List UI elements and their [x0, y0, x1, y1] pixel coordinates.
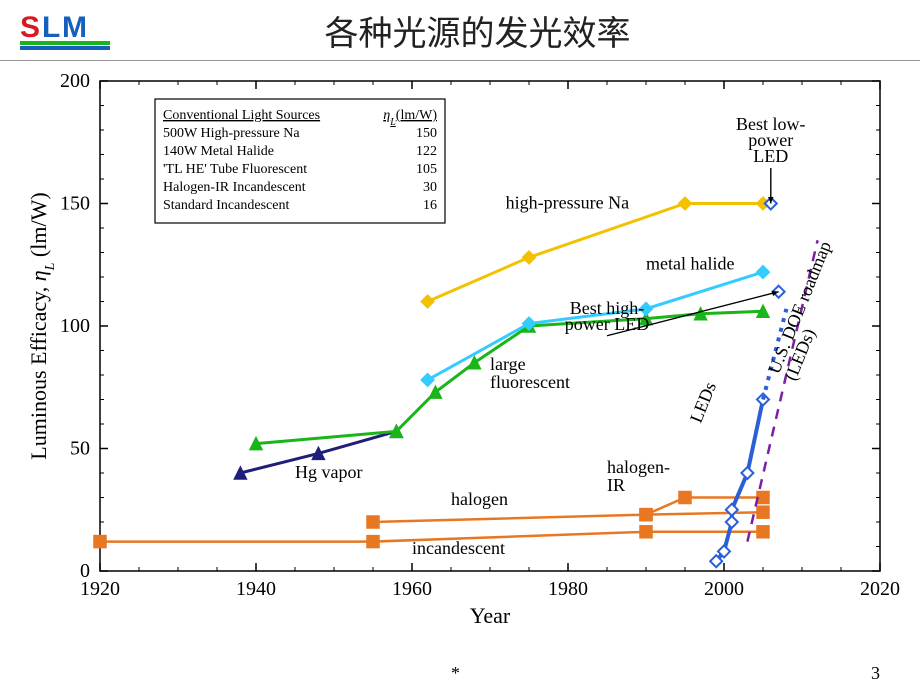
svg-text:500W High-pressure Na: 500W High-pressure Na: [163, 126, 300, 141]
svg-text:100: 100: [60, 315, 90, 337]
chart: 192019401960198020002020050100150200Year…: [20, 71, 900, 631]
svg-text:1980: 1980: [548, 578, 588, 600]
svg-text:power LED: power LED: [565, 314, 649, 334]
svg-text:LED: LED: [753, 146, 788, 166]
logo: S L M: [20, 9, 115, 51]
footer-center: *: [40, 663, 460, 684]
svg-text:0: 0: [80, 560, 90, 582]
svg-text:50: 50: [70, 438, 90, 460]
svg-text:30: 30: [423, 180, 437, 195]
svg-text:high-pressure Na: high-pressure Na: [506, 192, 629, 212]
svg-text:2020: 2020: [860, 578, 900, 600]
svg-text:M: M: [62, 11, 87, 44]
svg-text:150: 150: [416, 126, 437, 141]
svg-text:incandescent: incandescent: [412, 538, 505, 558]
svg-text:1940: 1940: [236, 578, 276, 600]
svg-text:200: 200: [60, 71, 90, 92]
svg-text:16: 16: [423, 198, 437, 213]
svg-text:'TL HE' Tube Fluorescent: 'TL HE' Tube Fluorescent: [163, 162, 307, 177]
svg-text:Year: Year: [470, 603, 511, 628]
svg-text:fluorescent: fluorescent: [490, 372, 570, 392]
svg-text:Luminous Efficacy, ηL (lm/W): Luminous Efficacy, ηL (lm/W): [26, 192, 58, 459]
svg-text:140W Metal Halide: 140W Metal Halide: [163, 144, 274, 159]
svg-text:Standard Incandescent: Standard Incandescent: [163, 198, 289, 213]
svg-text:halogen-: halogen-: [607, 457, 670, 477]
svg-text:metal halide: metal halide: [646, 254, 734, 274]
svg-text:halogen: halogen: [451, 489, 508, 509]
svg-text:Conventional Light Sources: Conventional Light Sources: [163, 108, 320, 123]
svg-text:122: 122: [416, 144, 437, 159]
svg-text:2000: 2000: [704, 578, 744, 600]
svg-text:large: large: [490, 354, 526, 374]
header: S L M 各种光源的发光效率: [0, 0, 920, 61]
svg-text:1960: 1960: [392, 578, 432, 600]
svg-text:Halogen-IR Incandescent: Halogen-IR Incandescent: [163, 180, 306, 195]
svg-text:150: 150: [60, 193, 90, 215]
page-number: 3: [871, 663, 880, 684]
svg-text:S: S: [20, 11, 40, 44]
footer: * 3: [0, 663, 920, 684]
svg-text:LEDs: LEDs: [686, 379, 720, 425]
svg-text:105: 105: [416, 162, 437, 177]
svg-text:Hg vapor: Hg vapor: [295, 462, 362, 482]
svg-text:IR: IR: [607, 475, 625, 495]
page-title: 各种光源的发光效率: [115, 6, 900, 55]
svg-text:L: L: [42, 11, 60, 44]
